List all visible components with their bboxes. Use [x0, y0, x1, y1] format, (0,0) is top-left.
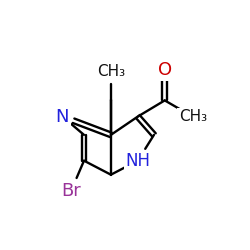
Text: N: N [56, 108, 69, 126]
Text: CH₃: CH₃ [179, 109, 207, 124]
Text: Br: Br [61, 182, 81, 200]
Text: CH₃: CH₃ [97, 64, 125, 79]
Text: O: O [158, 61, 172, 79]
Text: NH: NH [125, 152, 150, 170]
